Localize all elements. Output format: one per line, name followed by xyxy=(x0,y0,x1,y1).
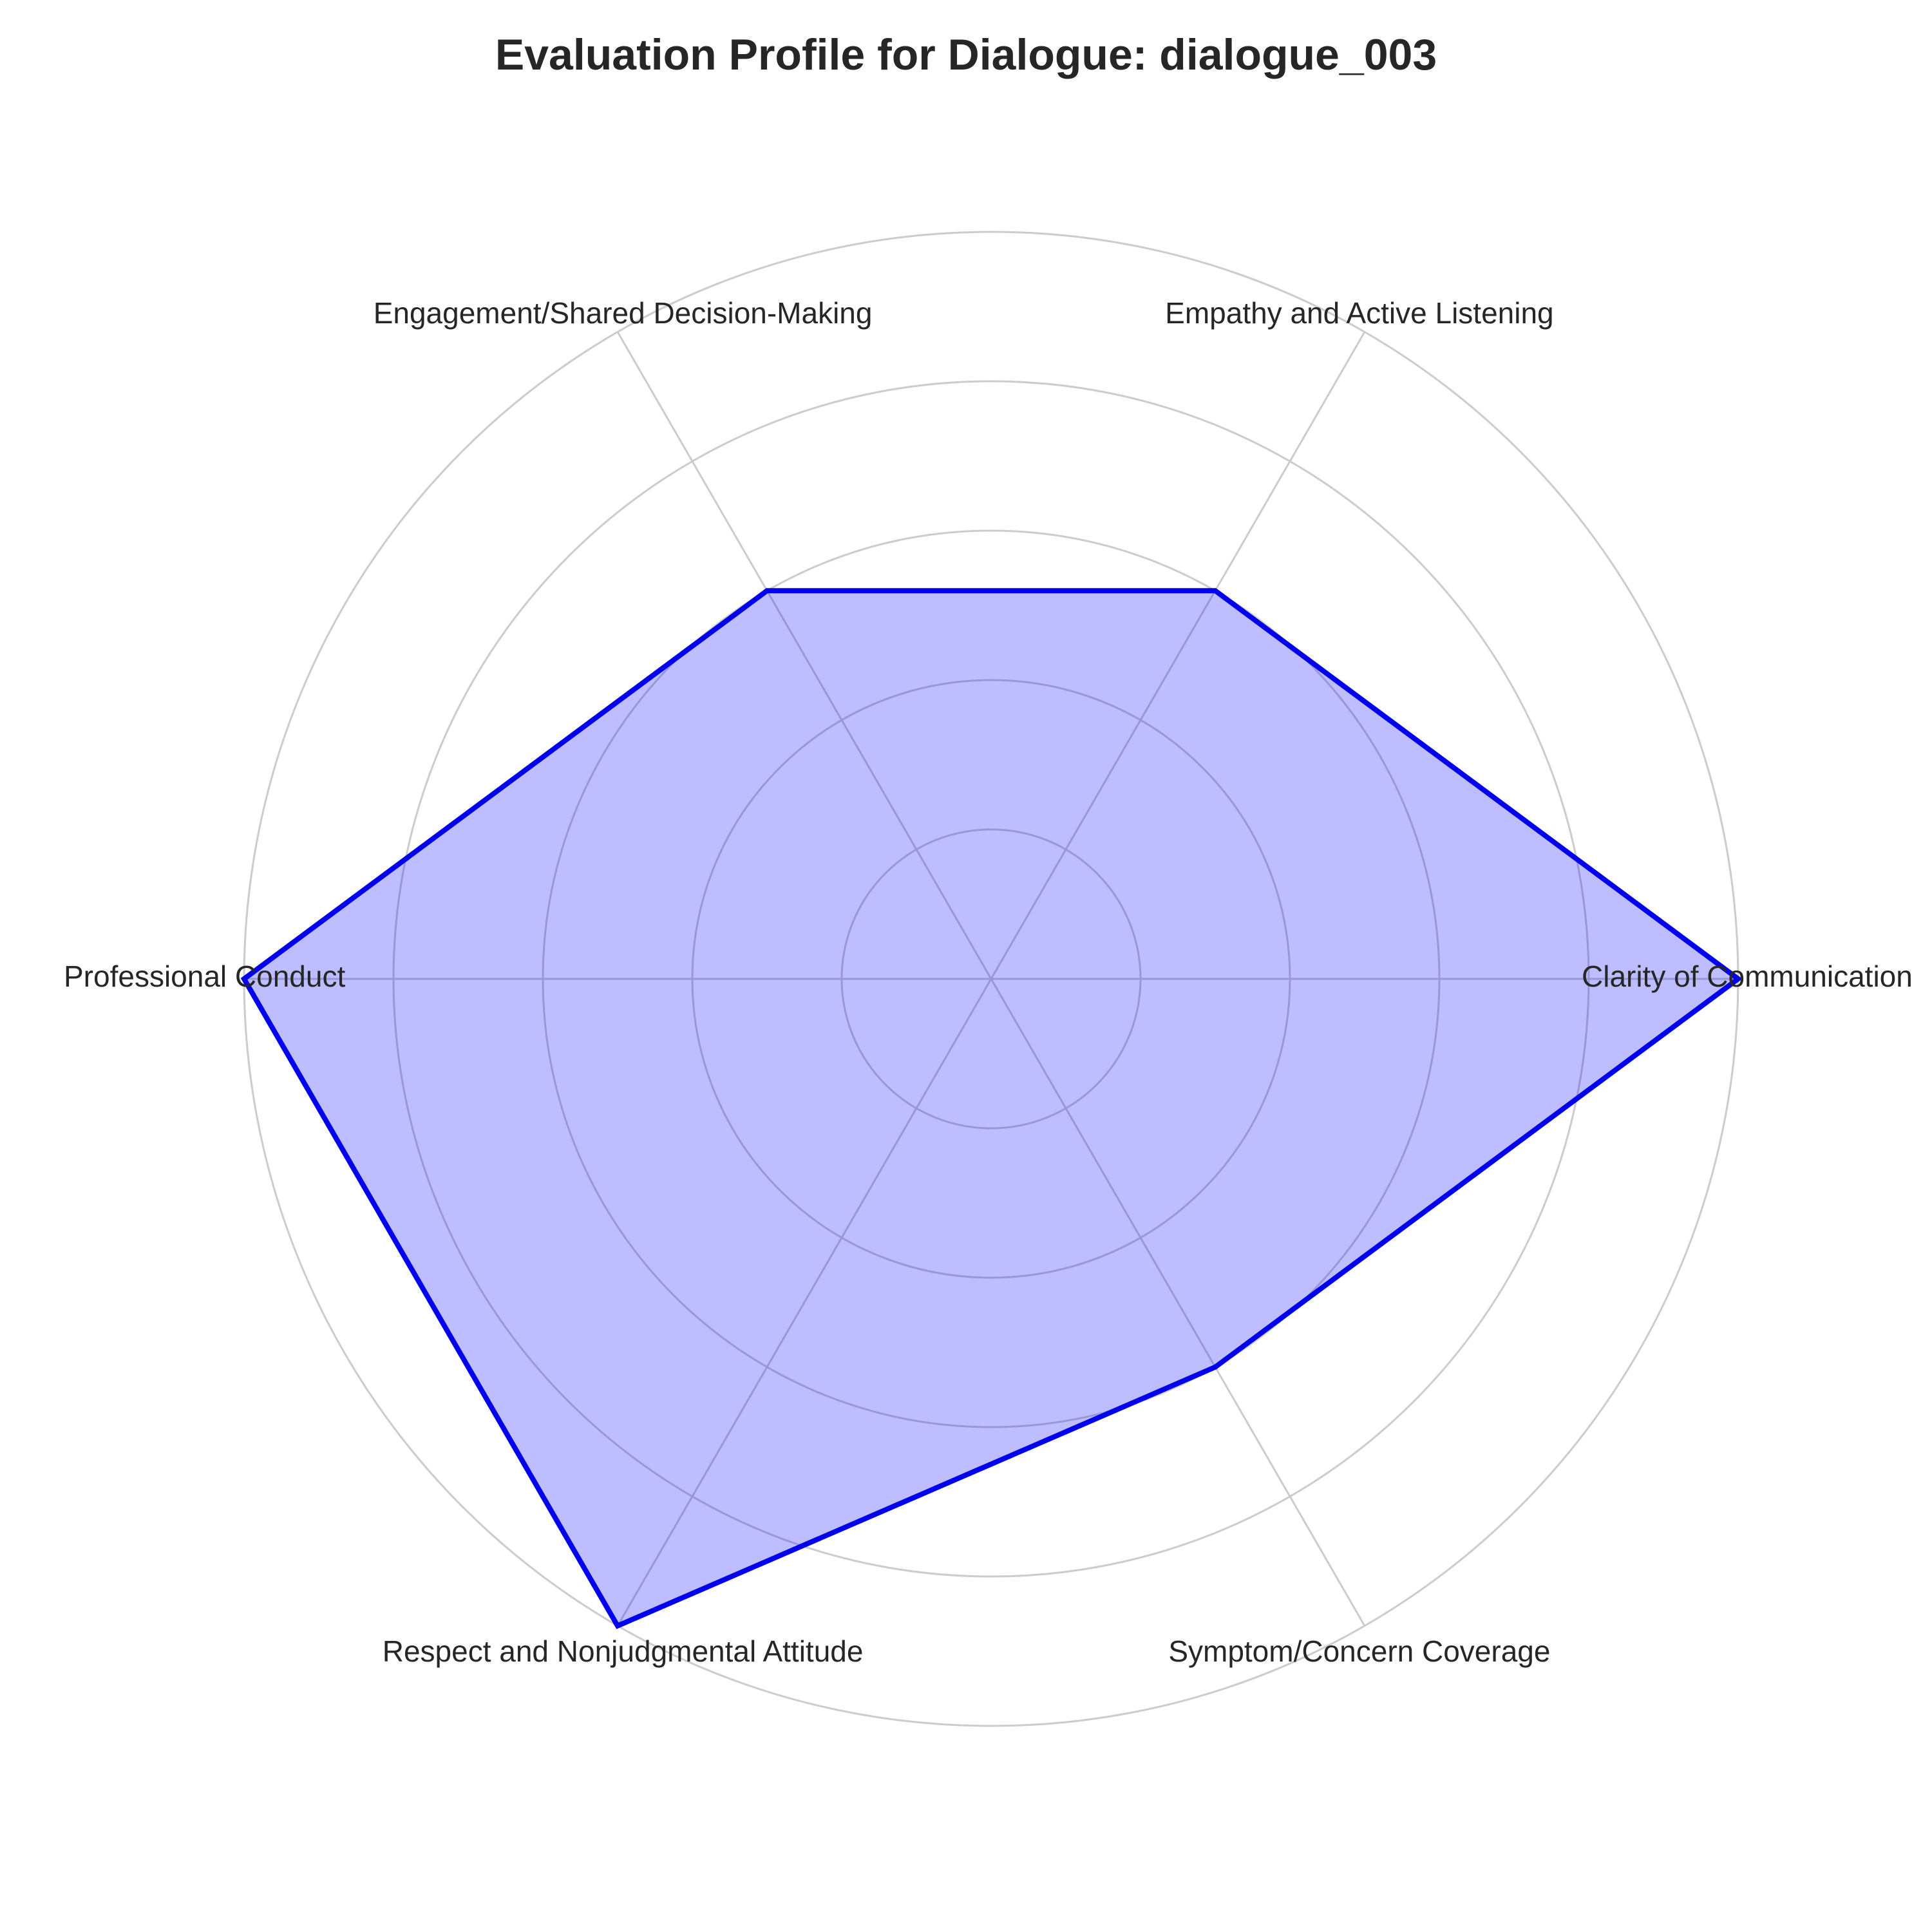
category-label-6: Symptom/Concern Coverage xyxy=(1168,1634,1550,1668)
data-point-2 xyxy=(1215,590,1216,592)
category-label-1: Clarity of Communication xyxy=(1582,960,1913,993)
data-layer xyxy=(240,588,1743,1629)
label-layer: Clarity of Communication Empathy and Acti… xyxy=(64,296,1913,1668)
spoke-2 xyxy=(990,331,1366,980)
data-point-1 xyxy=(1738,978,1739,980)
category-label-4: Professional Conduct xyxy=(64,960,345,993)
spoke-6 xyxy=(990,978,1366,1627)
category-label-2: Empathy and Active Listening xyxy=(1165,296,1553,330)
chart-title: Evaluation Profile for Dialogue: dialogu… xyxy=(495,30,1437,79)
series-area-1 xyxy=(244,591,1738,1626)
category-label-3: Engagement/Shared Decision-Making xyxy=(374,296,873,330)
data-point-6 xyxy=(1215,1366,1216,1368)
data-point-3 xyxy=(766,590,768,592)
data-point-5 xyxy=(617,1625,618,1627)
spoke-3 xyxy=(616,331,992,980)
spoke-5 xyxy=(616,978,992,1627)
category-label-5: Respect and Nonjudgmental Attitude xyxy=(383,1634,864,1668)
data-point-4 xyxy=(243,978,245,980)
